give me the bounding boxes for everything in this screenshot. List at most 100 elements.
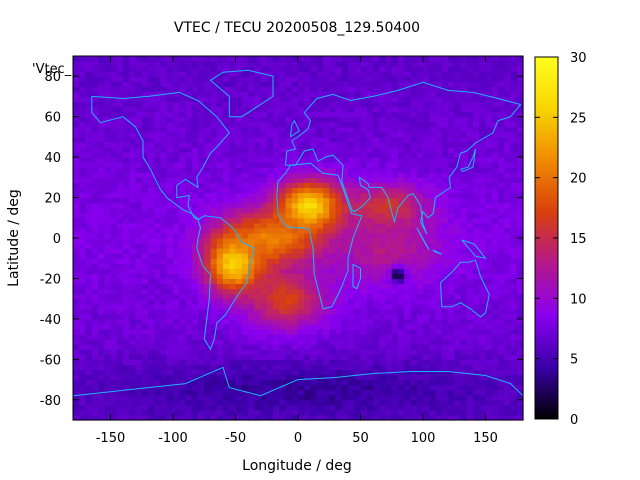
heatmap-cell [79, 141, 87, 148]
heatmap-cell [273, 217, 280, 224]
heatmap-cell [285, 106, 293, 113]
heatmap-cell [323, 182, 330, 189]
heatmap-cell [135, 126, 143, 133]
heatmap-cell [441, 283, 449, 290]
heatmap-cell [379, 96, 387, 103]
heatmap-cell [116, 404, 124, 411]
heatmap-cell [316, 354, 324, 360]
heatmap-cell [279, 126, 287, 133]
heatmap-cell [254, 303, 262, 310]
heatmap-cell [341, 217, 349, 224]
heatmap-cell [454, 349, 462, 355]
heatmap-cell [116, 303, 124, 310]
heatmap-cell [98, 131, 105, 138]
heatmap-cell [379, 192, 387, 199]
heatmap-cell [85, 258, 93, 264]
heatmap-cell [398, 339, 405, 345]
heatmap-cell [498, 258, 505, 264]
heatmap-cell [235, 217, 243, 224]
heatmap-cell [204, 141, 212, 148]
heatmap-cell [154, 334, 162, 340]
heatmap-cell [473, 298, 480, 305]
heatmap-cell [404, 131, 412, 138]
heatmap-cell [285, 167, 293, 173]
heatmap-cell [191, 288, 199, 295]
heatmap-cell [366, 409, 374, 416]
heatmap-cell [260, 111, 268, 118]
heatmap-cell [173, 136, 180, 143]
heatmap-cell [129, 227, 137, 234]
heatmap-cell [204, 147, 212, 153]
heatmap-cell [204, 253, 212, 259]
heatmap-cell [329, 141, 337, 148]
heatmap-cell [441, 359, 449, 365]
heatmap-cell [398, 147, 405, 153]
heatmap-cell [85, 66, 93, 72]
heatmap-cell [154, 339, 162, 345]
heatmap-cell [341, 111, 349, 118]
heatmap-cell [416, 217, 424, 224]
heatmap-cell [73, 323, 80, 330]
heatmap-cell [191, 303, 199, 310]
heatmap-cell [166, 202, 174, 209]
heatmap-cell [348, 339, 355, 345]
heatmap-cell [241, 197, 249, 204]
heatmap-cell [429, 283, 437, 290]
heatmap-cell [323, 349, 330, 355]
heatmap-cell [204, 116, 212, 123]
heatmap-cell [266, 329, 274, 335]
heatmap-cell [129, 308, 137, 315]
heatmap-cell [391, 409, 399, 416]
heatmap-cell [348, 334, 355, 340]
heatmap-cell [273, 106, 280, 113]
heatmap-cell [479, 359, 487, 365]
heatmap-cell [216, 379, 224, 386]
heatmap-cell [273, 187, 280, 194]
heatmap-cell [79, 293, 87, 300]
heatmap-cell [310, 404, 318, 411]
heatmap-cell [266, 172, 274, 178]
heatmap-cell [116, 263, 124, 269]
heatmap-cell [479, 217, 487, 224]
heatmap-cell [366, 66, 374, 72]
heatmap-cell [185, 222, 193, 229]
heatmap-cell [441, 364, 449, 371]
heatmap-cell [473, 182, 480, 189]
heatmap-cell [304, 379, 312, 386]
heatmap-cell [379, 212, 387, 219]
heatmap-cell [129, 207, 137, 214]
heatmap-cell [398, 121, 405, 128]
heatmap-cell [166, 344, 174, 350]
heatmap-cell [310, 334, 318, 340]
heatmap-cell [248, 141, 255, 148]
heatmap-cell [273, 404, 280, 411]
heatmap-cell [116, 354, 124, 360]
heatmap-cell [316, 111, 324, 118]
heatmap-cell [116, 384, 124, 391]
heatmap-cell [104, 243, 112, 249]
heatmap-cell [285, 313, 293, 320]
heatmap-cell [398, 323, 405, 330]
heatmap-cell [254, 414, 262, 421]
heatmap-cell [391, 111, 399, 118]
heatmap-cell [254, 394, 262, 401]
heatmap-cell [229, 111, 237, 118]
heatmap-cell [266, 126, 274, 133]
heatmap-cell [116, 197, 124, 204]
heatmap-cell [373, 268, 380, 274]
heatmap-cell [335, 182, 343, 189]
heatmap-cell [260, 212, 268, 219]
heatmap-cell [391, 91, 399, 98]
heatmap-cell [98, 111, 105, 118]
heatmap-cell [354, 329, 362, 335]
heatmap-cell [85, 248, 93, 254]
heatmap-cell [360, 298, 368, 305]
heatmap-cell [329, 66, 337, 72]
heatmap-cell [116, 329, 124, 335]
heatmap-cell [98, 71, 105, 77]
heatmap-cell [416, 101, 424, 108]
heatmap-cell [354, 162, 362, 168]
heatmap-cell [454, 232, 462, 239]
heatmap-cell [141, 76, 149, 82]
heatmap-cell [235, 197, 243, 204]
